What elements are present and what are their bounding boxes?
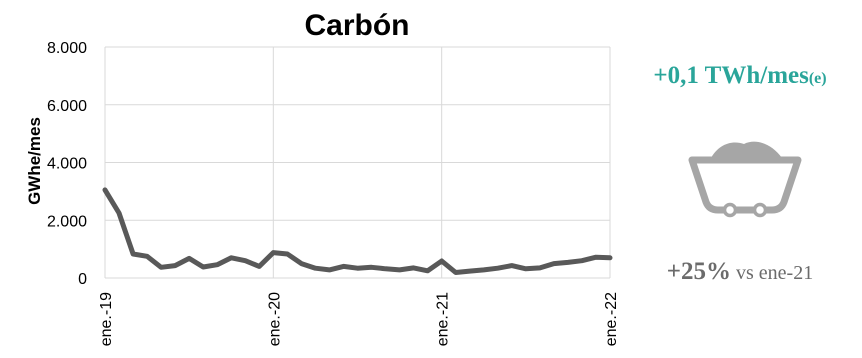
- series-line: [102, 187, 613, 275]
- series-layer: [102, 187, 613, 275]
- x-tick-label: ene.-19: [98, 292, 115, 346]
- x-tick-label: ene.-20: [266, 292, 283, 346]
- change-pct: +25%: [666, 258, 732, 285]
- chart-title: Carbón: [305, 9, 410, 42]
- y-tick-labels: 0 2.000 4.000 6.000 8.000: [47, 40, 87, 288]
- grid-lines: [104, 46, 611, 279]
- y-tick-label: 4.000: [47, 156, 87, 173]
- headline-value: +0,1 TWh/mes(e): [618, 62, 862, 90]
- mine-cart-icon: [688, 141, 802, 218]
- x-tick-labels: ene.-19 ene.-20 ene.-21 ene.-22: [98, 292, 620, 346]
- headline-text: +0,1 TWh/mes: [653, 62, 809, 89]
- y-tick-label: 6.000: [47, 98, 87, 115]
- x-tick-label: ene.-22: [603, 292, 620, 346]
- change-note: +25% vs ene-21: [618, 258, 862, 286]
- y-tick-label: 0: [78, 271, 87, 288]
- headline-sub: (e): [808, 70, 827, 87]
- x-tick-label: ene.-21: [435, 292, 452, 346]
- y-axis-label: GWhe/mes: [25, 117, 44, 205]
- y-tick-label: 2.000: [47, 213, 87, 230]
- y-tick-label: 8.000: [47, 40, 87, 57]
- change-text: vs ene-21: [731, 262, 814, 284]
